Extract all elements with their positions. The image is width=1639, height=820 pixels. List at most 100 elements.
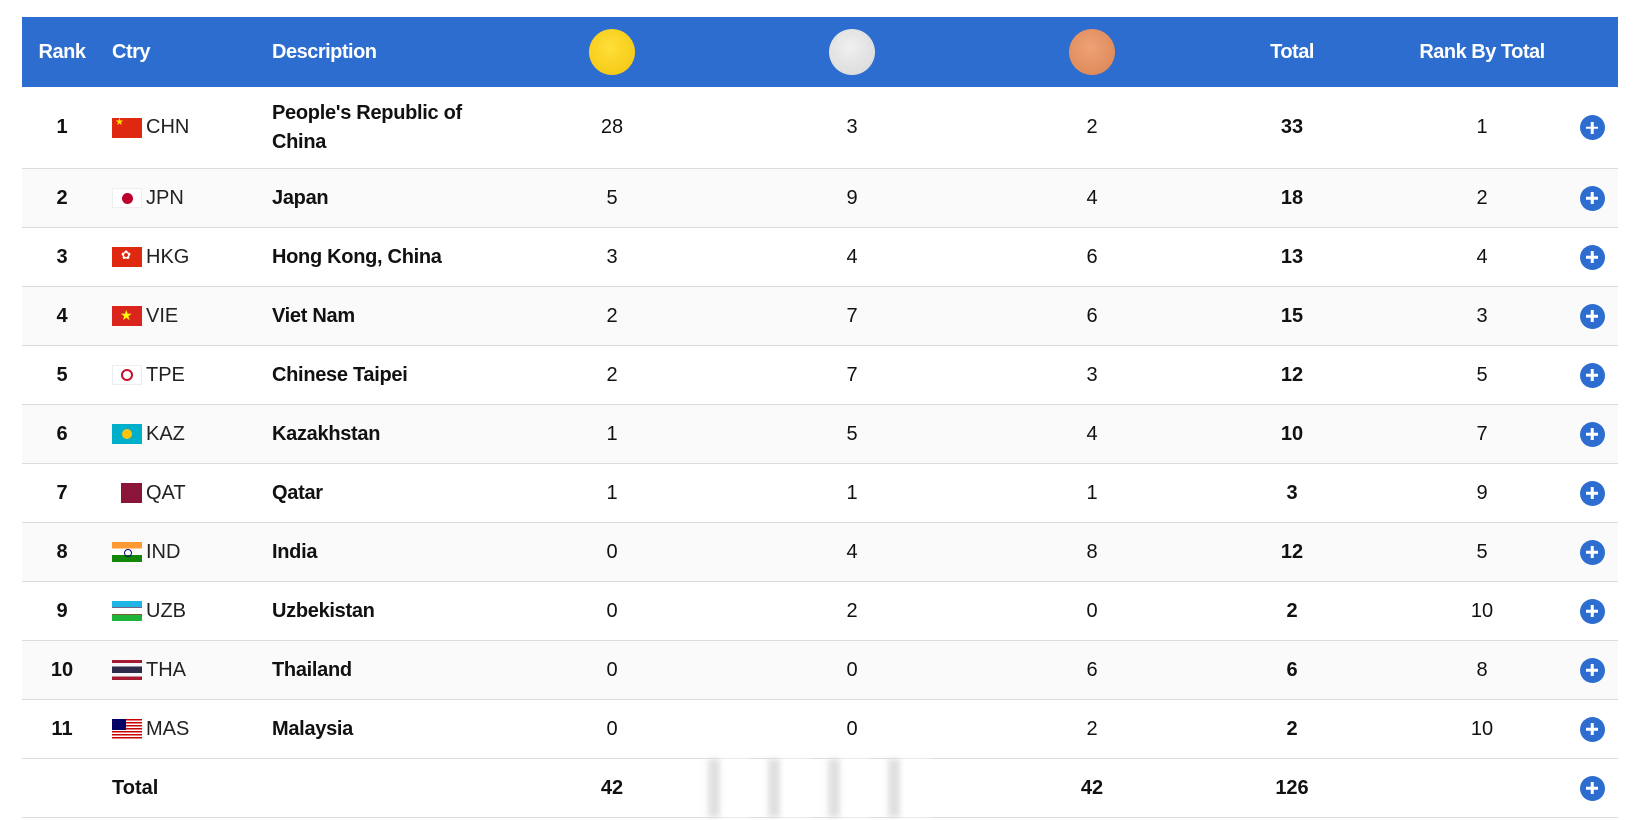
plus-circle-icon[interactable] (1579, 775, 1605, 801)
expand-row[interactable] (1572, 641, 1612, 699)
country-cell: JPN (112, 169, 262, 227)
rank-cell: 4 (56, 304, 68, 327)
flag-tha-icon (112, 660, 142, 680)
table-row: 6 KAZ Kazakhstan 1 5 4 10 7 (22, 405, 1618, 464)
plus-circle-icon[interactable] (1579, 185, 1605, 211)
plus-circle-icon[interactable] (1579, 115, 1605, 140)
description-cell: Malaysia (272, 700, 502, 758)
expand-row[interactable] (1572, 87, 1612, 168)
table-row: 9 UZB Uzbekistan 0 2 0 2 10 (22, 582, 1618, 641)
header-bronze[interactable] (1032, 17, 1152, 87)
header-rank[interactable]: Rank (38, 40, 86, 63)
plus-circle-icon[interactable] (1579, 244, 1605, 270)
expand-row[interactable] (1572, 169, 1612, 227)
flag-hkg-icon (112, 247, 142, 267)
plus-circle-icon[interactable] (1579, 362, 1605, 388)
country-code: JPN (146, 186, 184, 209)
flag-vie-icon (112, 306, 142, 326)
bronze-count: 1 (1086, 481, 1098, 504)
rank-by-total: 9 (1476, 481, 1488, 504)
description-cell: Uzbekistan (272, 582, 502, 640)
country-code: CHN (146, 116, 190, 138)
medal-table: Rank Ctry Description Total Rank By Tota… (22, 17, 1618, 818)
table-row: 7 QAT Qatar 1 1 1 3 9 (22, 464, 1618, 523)
rank-by-total: 4 (1476, 245, 1488, 268)
gold-count: 2 (606, 363, 618, 386)
totals-bronze: 42 (1080, 776, 1104, 799)
silver-count: 4 (846, 245, 858, 268)
table-row: 2 JPN Japan 5 9 4 18 2 (22, 169, 1618, 228)
totals-gold: 42 (600, 776, 624, 799)
header-silver[interactable] (792, 17, 912, 87)
plus-circle-icon[interactable] (1579, 421, 1605, 447)
expand-row[interactable] (1572, 464, 1612, 522)
rank-by-total: 3 (1476, 304, 1488, 327)
rank-by-total: 7 (1476, 422, 1488, 445)
table-row: 1 CHN People's Republic of China 28 3 2 33 1 (22, 87, 1618, 169)
silver-count: 2 (846, 599, 858, 622)
gold-count: 28 (600, 116, 624, 138)
table-row: 10 THA Thailand 0 0 6 6 8 (22, 641, 1618, 700)
bronze-count: 2 (1086, 116, 1098, 138)
table-row: 8 IND India 0 4 8 12 5 (22, 523, 1618, 582)
plus-circle-icon[interactable] (1579, 598, 1605, 624)
expand-row[interactable] (1572, 405, 1612, 463)
plus-circle-icon[interactable] (1579, 657, 1605, 683)
table-row: 11 MAS Malaysia 0 0 2 2 10 (22, 700, 1618, 759)
country-name: Thailand (272, 658, 352, 681)
country-name: India (272, 540, 318, 563)
rank-by-total: 5 (1476, 363, 1488, 386)
plus-circle-icon[interactable] (1579, 303, 1605, 329)
expand-row[interactable] (1572, 700, 1612, 758)
totals-row: Total 42 42 126 (22, 759, 1618, 818)
country-cell: VIE (112, 287, 262, 345)
country-name: Uzbekistan (272, 599, 375, 622)
country-code: IND (146, 540, 181, 563)
expand-row[interactable] (1572, 582, 1612, 640)
expand-row[interactable] (1572, 346, 1612, 404)
description-cell: Viet Nam (272, 287, 502, 345)
rank-cell: 6 (56, 422, 68, 445)
total-count: 18 (1280, 186, 1304, 209)
bronze-count: 6 (1086, 658, 1098, 681)
rank-cell: 1 (56, 116, 68, 138)
country-name: Qatar (272, 481, 323, 504)
header-ctry[interactable]: Ctry (112, 40, 151, 63)
plus-circle-icon[interactable] (1579, 480, 1605, 506)
country-cell: IND (112, 523, 262, 581)
country-cell: MAS (112, 700, 262, 758)
totals-expand[interactable] (1572, 759, 1612, 817)
description-cell: Kazakhstan (272, 405, 502, 463)
bronze-count: 6 (1086, 304, 1098, 327)
header-total[interactable]: Total (1270, 40, 1314, 63)
country-code: MAS (146, 717, 190, 740)
total-count: 33 (1280, 116, 1304, 138)
flag-ind-icon (112, 542, 142, 562)
country-name: People's Republic of China (272, 101, 462, 153)
expand-row[interactable] (1572, 523, 1612, 581)
country-code: QAT (146, 481, 186, 504)
header-rank-by-total[interactable]: Rank By Total (1419, 40, 1545, 63)
expand-row[interactable] (1572, 228, 1612, 286)
expand-row[interactable] (1572, 287, 1612, 345)
description-cell: People's Republic of China (272, 87, 502, 168)
country-cell: THA (112, 641, 262, 699)
total-count: 15 (1280, 304, 1304, 327)
flag-qat-icon (112, 483, 142, 503)
description-cell: Thailand (272, 641, 502, 699)
country-cell: QAT (112, 464, 262, 522)
total-count: 12 (1280, 363, 1304, 386)
silver-count: 5 (846, 422, 858, 445)
header-gold[interactable] (552, 17, 672, 87)
country-cell: UZB (112, 582, 262, 640)
rank-by-total: 1 (1476, 116, 1488, 138)
total-count: 2 (1286, 717, 1298, 740)
plus-circle-icon[interactable] (1579, 716, 1605, 742)
silver-count: 0 (846, 717, 858, 740)
plus-circle-icon[interactable] (1579, 539, 1605, 565)
silver-count: 3 (846, 116, 858, 138)
header-description[interactable]: Description (272, 40, 377, 63)
table-row: 4 VIE Viet Nam 2 7 6 15 3 (22, 287, 1618, 346)
country-name: Hong Kong, China (272, 245, 442, 268)
bronze-count: 4 (1086, 186, 1098, 209)
